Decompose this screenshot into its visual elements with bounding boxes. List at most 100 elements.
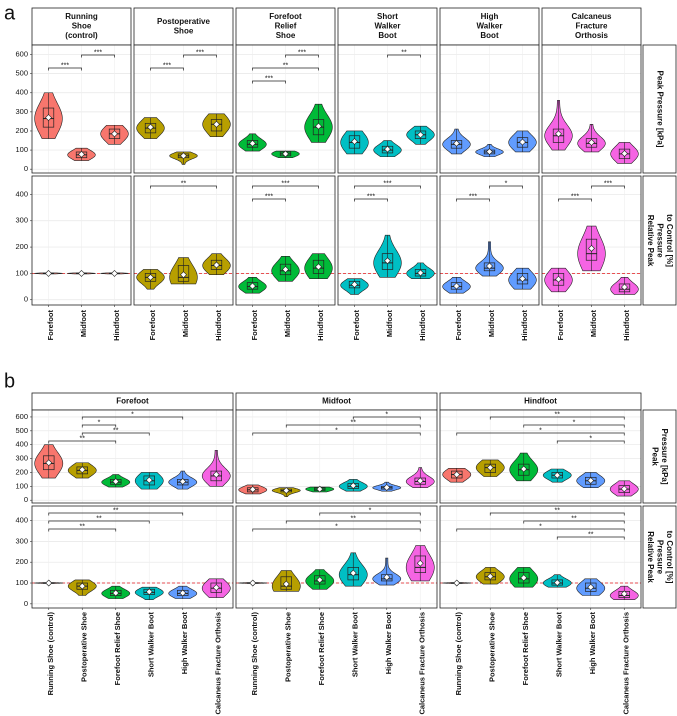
y-tick-label: 100	[15, 145, 28, 154]
mean	[45, 459, 53, 467]
mean	[349, 569, 357, 577]
mean	[45, 114, 52, 122]
mean	[520, 465, 528, 473]
mean	[145, 588, 153, 596]
significance-label: **	[96, 515, 102, 522]
x-tick-label: Hindfoot	[112, 310, 121, 341]
mean	[282, 150, 289, 158]
significance-bracket	[591, 185, 625, 189]
mean	[145, 476, 153, 484]
significance-label: **	[555, 411, 561, 418]
significance-label: ***	[604, 180, 612, 187]
x-tick-label: Midfoot	[487, 310, 496, 338]
x-tick-label: Running Shoe (control)	[454, 612, 463, 696]
mean	[249, 282, 256, 290]
significance-bracket	[387, 54, 421, 58]
facet-strip	[337, 7, 438, 46]
mean	[453, 579, 461, 587]
x-tick-label: Forefoot Relief Shoe	[521, 612, 530, 685]
facet-title: Shoe	[72, 22, 92, 31]
x-tick-label: High Walker Boot	[180, 612, 189, 675]
facet-panel	[236, 410, 437, 503]
facet-title: Running	[65, 12, 98, 21]
mean	[78, 466, 86, 474]
mean	[78, 150, 85, 158]
x-tick-label: Midfoot	[79, 310, 88, 338]
significance-bracket	[81, 424, 117, 428]
facet-title: Fracture	[575, 22, 608, 31]
mean	[179, 478, 187, 485]
x-tick-label: Running Shoe (control)	[250, 612, 259, 696]
significance-bracket	[352, 416, 421, 420]
significance-label: ***	[265, 193, 273, 200]
y-tick-label: 500	[15, 426, 28, 435]
significance-bracket	[252, 67, 319, 71]
mean	[212, 471, 220, 478]
significance-label: **	[113, 427, 119, 434]
mean	[282, 266, 289, 273]
significance-bracket	[354, 198, 388, 202]
mean	[453, 139, 460, 147]
significance-bracket	[150, 67, 184, 71]
x-tick-label: Forefoot	[250, 310, 259, 341]
mean	[112, 478, 120, 485]
significance-label: *	[335, 523, 338, 530]
mean	[147, 273, 154, 281]
row-strip	[642, 175, 677, 306]
significance-label: ***	[265, 75, 273, 82]
significance-bracket	[556, 440, 625, 444]
row-strip-label: Pressure	[655, 540, 664, 575]
significance-label: *	[385, 411, 388, 418]
significance-label: ***	[469, 193, 477, 200]
mean	[78, 269, 85, 277]
facet-title: Relief	[275, 22, 297, 31]
y-tick-label: 400	[15, 440, 28, 449]
mean	[417, 131, 424, 139]
facet-title: Walker	[375, 22, 401, 31]
mean	[351, 281, 358, 288]
x-tick-label: Midfoot	[283, 310, 292, 338]
mean	[282, 487, 290, 494]
y-tick-label: 600	[15, 50, 28, 59]
mean	[383, 484, 391, 491]
facet-border	[31, 505, 234, 609]
box	[280, 576, 292, 590]
significance-label: ***	[571, 193, 579, 200]
panel-label: a	[4, 2, 16, 24]
box	[312, 259, 325, 274]
facet-title: High	[481, 12, 499, 21]
x-tick-label: Forefoot	[454, 310, 463, 341]
y-tick-label: 400	[15, 516, 28, 525]
facet-title: Walker	[477, 22, 503, 31]
significance-label: ***	[298, 49, 306, 56]
significance-bracket	[558, 198, 592, 202]
box	[279, 263, 292, 276]
facet-title: Forefoot	[269, 12, 302, 21]
mean	[553, 579, 561, 587]
x-tick-label: Forefoot Relief Shoe	[113, 612, 122, 685]
y-tick-label: 0	[24, 295, 28, 304]
significance-label: ***	[61, 62, 69, 69]
mean	[384, 145, 391, 153]
x-tick-label: Hindfoot	[622, 310, 631, 341]
mean	[587, 477, 595, 484]
box	[414, 555, 426, 573]
x-tick-label: Calcaneus Fracture Orthosis	[418, 612, 427, 715]
x-tick-label: Running Shoe (control)	[46, 612, 55, 696]
significance-bracket	[456, 198, 490, 202]
facet-border	[31, 44, 132, 174]
y-tick-label: 100	[15, 578, 28, 587]
x-tick-label: Forefoot Relief Shoe	[317, 612, 326, 685]
significance-label: **	[283, 62, 289, 69]
significance-bracket	[523, 520, 625, 524]
x-tick-label: Hindfoot	[520, 310, 529, 341]
significance-label: *	[335, 427, 338, 434]
mean	[621, 150, 628, 157]
mean	[416, 477, 424, 485]
y-tick-label: 300	[15, 454, 28, 463]
significance-bracket	[252, 432, 421, 436]
significance-bracket	[81, 432, 150, 436]
facet-strip	[31, 7, 132, 46]
significance-label: *	[573, 419, 576, 426]
facet-strip	[541, 7, 642, 46]
